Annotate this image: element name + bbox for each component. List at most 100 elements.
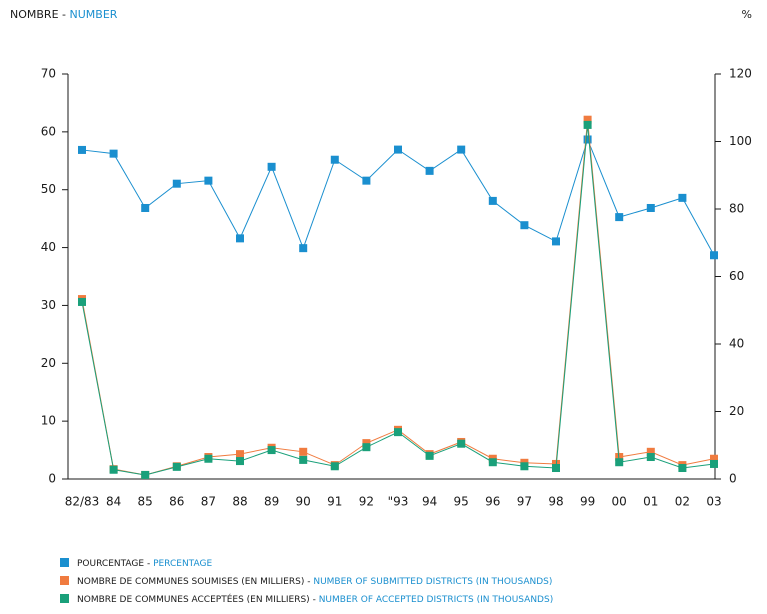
- point: [583, 120, 592, 129]
- point: [299, 455, 308, 464]
- y2-tick-label: 120: [729, 67, 752, 81]
- x-tick-label: 88: [232, 495, 247, 509]
- legend-name-en: NUMBER OF SUBMITTED DISTRICTS (IN THOUSA…: [313, 577, 552, 587]
- legend-swatch: [60, 558, 69, 567]
- point: [141, 203, 150, 212]
- x-tick-label: 00: [612, 495, 627, 509]
- x-tick-label: 90: [296, 495, 311, 509]
- series-line: [81, 119, 715, 476]
- y-tick-label: 20: [41, 356, 56, 370]
- point: [552, 237, 560, 246]
- point: [362, 176, 371, 185]
- header-fr: NOMBRE: [10, 8, 59, 21]
- x-tick-label: 91: [327, 495, 342, 509]
- point: [615, 458, 624, 467]
- legend-sep: -: [310, 595, 319, 605]
- point: [710, 454, 718, 463]
- point: [457, 439, 466, 448]
- legend-label: POURCENTAGE - PERCENTAGE: [77, 559, 212, 569]
- y2-tick-label: 80: [729, 202, 744, 216]
- point: [236, 234, 244, 243]
- x-tick-label: 03: [706, 495, 721, 509]
- point: [520, 462, 529, 471]
- x-tick-label: 86: [169, 495, 184, 509]
- header-en: NUMBER: [70, 8, 118, 21]
- y-tick-label: 40: [41, 240, 56, 254]
- x-tick-label: 97: [517, 495, 532, 509]
- point: [141, 470, 150, 479]
- point: [78, 145, 86, 154]
- point: [330, 155, 339, 164]
- legend-label: NOMBRE DE COMMUNES ACCEPTÉES (EN MILLIER…: [77, 593, 553, 605]
- point: [236, 457, 244, 466]
- y-tick-label: 30: [41, 298, 56, 312]
- point: [109, 465, 118, 474]
- point: [267, 446, 276, 455]
- x-tick-label: 82/83: [65, 495, 100, 509]
- point: [583, 115, 592, 124]
- point: [678, 193, 687, 202]
- point: [299, 447, 308, 456]
- legend-name: NOMBRE DE COMMUNES SOUMISES (EN MILLIERS…: [77, 577, 304, 587]
- point: [520, 221, 529, 230]
- y2-tick-label: 0: [729, 472, 737, 486]
- y2-tick-label: 60: [729, 269, 744, 283]
- point: [646, 203, 655, 212]
- x-tick-label: 96: [485, 495, 500, 509]
- point: [109, 149, 118, 158]
- point: [488, 196, 497, 205]
- point: [394, 145, 402, 154]
- y2-unit: %: [742, 8, 752, 21]
- x-tick-label: 92: [359, 495, 374, 509]
- legend-sep: -: [144, 559, 153, 569]
- point: [646, 453, 655, 462]
- point: [710, 251, 718, 260]
- legend-name-en: PERCENTAGE: [153, 559, 212, 569]
- y-tick-label: 60: [41, 124, 56, 138]
- legend-label: NOMBRE DE COMMUNES SOUMISES (EN MILLIERS…: [77, 577, 552, 587]
- point: [615, 213, 624, 222]
- point: [583, 135, 592, 144]
- point: [362, 439, 371, 448]
- header-sep: -: [59, 8, 70, 21]
- x-tick-label: 98: [548, 495, 563, 509]
- y-tick-label: 50: [41, 182, 56, 196]
- point: [678, 464, 687, 473]
- x-tick-label: 87: [201, 495, 216, 509]
- legend-swatch: [60, 576, 69, 585]
- point: [457, 145, 466, 154]
- point: [646, 447, 655, 456]
- point: [267, 162, 276, 171]
- point: [204, 454, 213, 463]
- point: [78, 297, 86, 306]
- x-tick-label: "93: [388, 495, 409, 509]
- y2-tick-label: 100: [729, 134, 752, 148]
- x-tick-label: 84: [106, 495, 121, 509]
- point: [172, 179, 181, 188]
- point: [394, 428, 402, 437]
- point: [425, 166, 434, 175]
- y-tick-label: 10: [41, 414, 56, 428]
- point: [488, 458, 497, 467]
- series-line: [81, 137, 715, 256]
- x-tick-label: 02: [675, 495, 690, 509]
- point: [204, 176, 213, 185]
- x-tick-label: 95: [454, 495, 469, 509]
- point: [236, 450, 244, 459]
- point: [299, 244, 308, 253]
- point: [330, 462, 339, 471]
- series-line: [81, 124, 715, 476]
- point: [425, 451, 434, 460]
- point: [172, 462, 181, 471]
- y-tick-label: 0: [48, 472, 56, 486]
- legend-name-en: NUMBER OF ACCEPTED DISTRICTS (IN THOUSAN…: [319, 595, 554, 605]
- point: [710, 459, 718, 468]
- point: [362, 443, 371, 452]
- header: NOMBRE - NUMBER: [10, 8, 118, 21]
- x-tick-label: 99: [580, 495, 595, 509]
- y2-tick-label: 40: [729, 337, 744, 351]
- x-tick-label: 01: [643, 495, 658, 509]
- y2-tick-label: 20: [729, 404, 744, 418]
- legend-name: POURCENTAGE: [77, 559, 144, 569]
